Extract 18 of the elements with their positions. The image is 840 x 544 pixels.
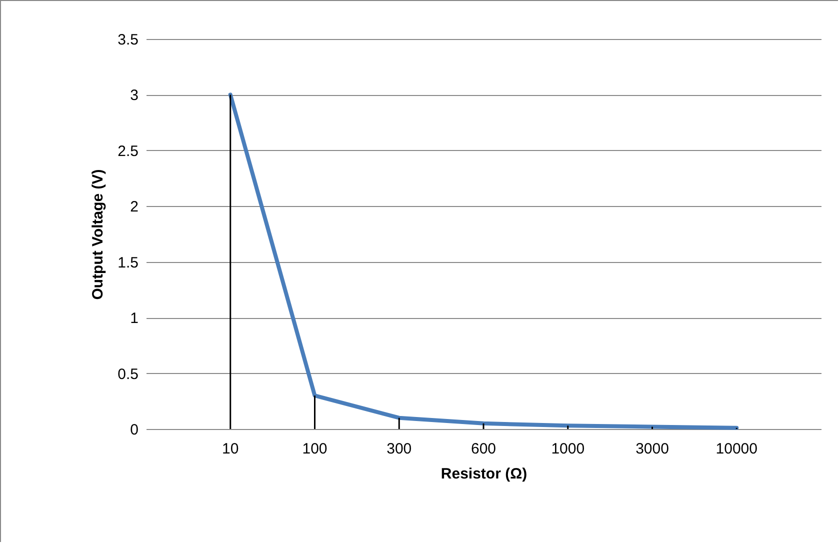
x-tick-label: 1000 — [551, 440, 585, 458]
y-tick-label: 2 — [130, 198, 138, 216]
line-series — [228, 92, 739, 430]
y-tick-label: 0 — [130, 422, 138, 438]
x-tick-label: 100 — [302, 440, 328, 458]
x-tick-label: 10 — [222, 440, 239, 458]
x-tick-label: 10000 — [716, 440, 758, 458]
x-tick-label: 300 — [386, 440, 412, 458]
y-tick-label: 3 — [130, 87, 138, 104]
y-tick-label: 1.5 — [118, 254, 138, 272]
y-axis-title: Output Voltage (V) — [90, 169, 107, 300]
y-tick-label: 0.5 — [118, 366, 138, 383]
y-tick-label: 2.5 — [118, 142, 138, 160]
x-axis-title: Resistor (Ω) — [440, 466, 528, 482]
x-tick-label: 600 — [470, 440, 496, 458]
y-tick-label: 3.5 — [118, 32, 138, 48]
x-tick-label: 3000 — [636, 440, 669, 458]
y-tick-label: 1 — [130, 310, 138, 328]
